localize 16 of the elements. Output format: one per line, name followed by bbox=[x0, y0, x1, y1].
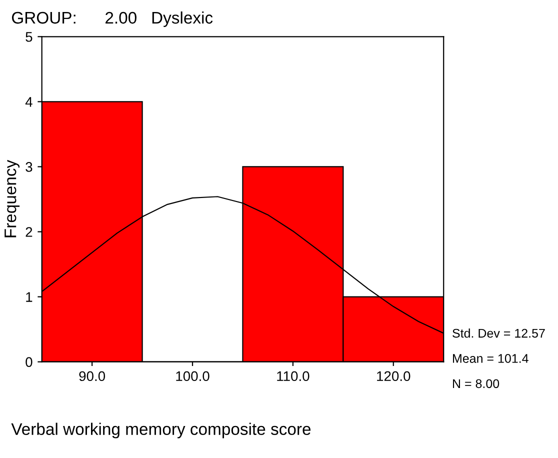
text: N = 8.00 bbox=[453, 379, 500, 388]
x-axis-title: Verbal working memory composite score bbox=[11, 422, 311, 438]
text: Mean = 101.4 bbox=[453, 354, 528, 363]
y-tick-label: 4 bbox=[25, 97, 32, 107]
y-tick-label: 5 bbox=[26, 32, 32, 42]
y-tick-label: 3 bbox=[26, 162, 32, 172]
chart-title: GROUP: 2.00 Dyslexic bbox=[12, 11, 213, 27]
y-axis-title: Frequency bbox=[4, 160, 20, 238]
x-tick-label: 100.0 bbox=[176, 371, 210, 382]
y-tick-label: 0 bbox=[26, 357, 32, 367]
text: Std. Dev = 12.57 bbox=[452, 328, 545, 338]
x-tick-label: 110.0 bbox=[277, 371, 310, 382]
y-tick-label: 2 bbox=[26, 227, 32, 237]
x-tick-label: 90.0 bbox=[79, 371, 106, 382]
x-tick-label: 120.0 bbox=[377, 371, 410, 382]
y-tick-label: 1 bbox=[26, 292, 32, 302]
